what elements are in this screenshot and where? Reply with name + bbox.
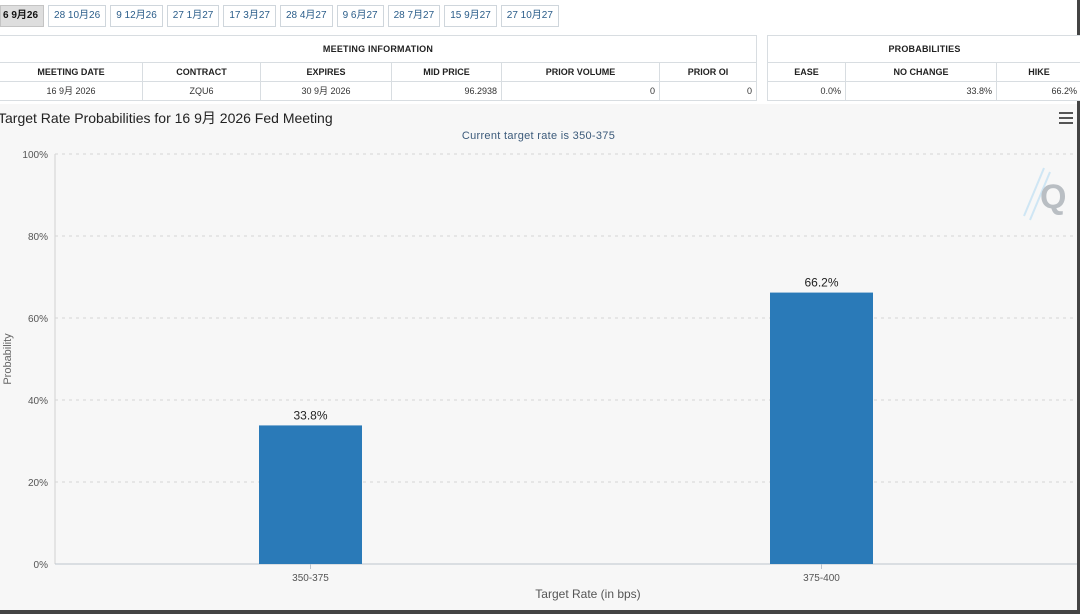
header-prior-oi: PRIOR OI (687, 67, 729, 77)
chart-container: 0% 20% 40% 60% 80% 100% 33.8% 350-375 66.2% 375-4… (0, 104, 1077, 610)
value-ease: 0.0% (768, 82, 846, 100)
meeting-information-header-row: MEETING DATE CONTRACT EXPIRES MID PRICE … (0, 63, 756, 82)
value-mid-price: 96.2938 (392, 82, 502, 100)
header-prior-volume: PRIOR VOLUME (502, 63, 660, 81)
bar (770, 292, 873, 564)
svg-text:Q: Q (1040, 178, 1066, 216)
tab-meeting-date[interactable]: 28 4月27 (279, 5, 333, 27)
x-tick-label: 375-400 (803, 573, 840, 584)
tab-meeting-date[interactable]: 28 7月27 (387, 5, 441, 27)
tab-meeting-date[interactable]: 17 3月27 (223, 5, 276, 27)
tab-meeting-date[interactable]: 9 12月26 (110, 5, 163, 27)
value-expires: 30 9月 2026 (261, 82, 392, 100)
tab-meeting-date[interactable]: 27 10月27 (500, 5, 559, 27)
y-tick-label: 20% (28, 478, 48, 489)
value-meeting-date: 16 9月 2026 (0, 82, 143, 100)
data-label: 33.8% (293, 408, 327, 422)
meeting-information-title: MEETING INFORMATION (0, 36, 756, 63)
header-no-change: NO CHANGE (846, 63, 997, 81)
y-axis-title: Probability (2, 333, 14, 385)
header-mid-price: MID PRICE (392, 63, 502, 81)
header-hike: HIKE (1028, 67, 1050, 77)
probabilities-title: PROBABILITIES (768, 36, 1080, 63)
value-prior-oi: 0 (746, 86, 752, 96)
y-tick-label: 60% (28, 314, 48, 325)
y-tick-label: 0% (34, 560, 49, 571)
probabilities-table: PROBABILITIES EASE NO CHANGE HIKE 0.0% 3… (767, 35, 1080, 101)
chart-title: Target Rate Probabilities for 16 9月 2026… (0, 110, 333, 126)
x-axis-title: Target Rate (in bps) (535, 587, 640, 601)
value-hike: 66.2% (1051, 86, 1077, 96)
value-contract: ZQU6 (143, 82, 261, 100)
tab-meeting-date[interactable]: 9 6月27 (336, 5, 384, 27)
value-no-change: 33.8% (846, 82, 997, 100)
meeting-information-value-row: 16 9月 2026 ZQU6 30 9月 2026 96.2938 0 0 (0, 82, 756, 100)
tab-meeting-date[interactable]: 27 1月27 (166, 5, 220, 27)
value-prior-volume: 0 (502, 82, 660, 100)
chart-subtitle: Current target rate is 350-375 (461, 130, 616, 142)
tab-meeting-date[interactable]: 28 10月26 (48, 5, 107, 27)
probabilities-header-row: EASE NO CHANGE HIKE (768, 63, 1080, 82)
meeting-information-table: MEETING INFORMATION MEETING DATE CONTRAC… (0, 35, 757, 101)
hamburger-menu-icon[interactable] (1059, 112, 1073, 124)
y-tick-label: 80% (28, 232, 48, 243)
header-expires: EXPIRES (261, 63, 392, 81)
header-contract: CONTRACT (143, 63, 261, 81)
x-tick-label: 350-375 (292, 573, 329, 584)
q-logo-icon: Q (1023, 167, 1066, 221)
window-frame-bottom (0, 610, 1080, 614)
header-meeting-date: MEETING DATE (0, 63, 143, 81)
tab-meeting-date[interactable]: 6 9月26 (0, 5, 45, 27)
probabilities-value-row: 0.0% 33.8% 66.2% (768, 82, 1080, 100)
header-ease: EASE (768, 63, 846, 81)
window-frame-right (1077, 0, 1080, 614)
y-tick-label: 40% (28, 396, 48, 407)
y-tick-label: 100% (22, 150, 48, 161)
meeting-date-tabs: 6 9月26 28 10月26 9 12月26 27 1月27 17 3月27 28 4月… (0, 5, 559, 27)
bar-chart: 0% 20% 40% 60% 80% 100% 33.8% 350-375 66.2% 375-4… (2, 150, 1077, 601)
tab-meeting-date[interactable]: 15 9月27 (444, 5, 497, 27)
data-label: 66.2% (804, 276, 838, 290)
bar (259, 425, 362, 564)
